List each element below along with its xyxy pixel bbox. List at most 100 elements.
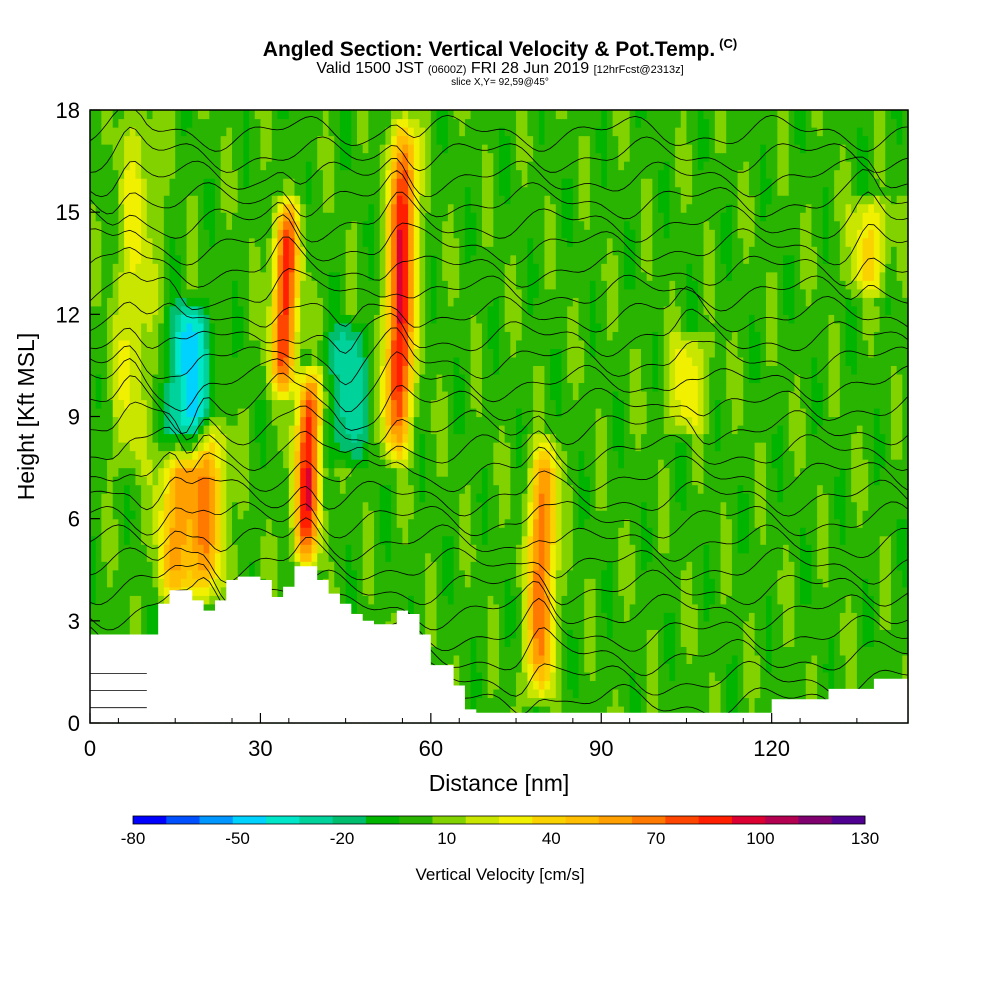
velocity-cell (447, 476, 455, 486)
velocity-cell (385, 425, 392, 435)
velocity-cell (828, 467, 835, 477)
velocity-cell (527, 484, 534, 494)
velocity-cell (220, 578, 227, 588)
velocity-cell (754, 612, 761, 622)
velocity-cell (828, 595, 835, 605)
velocity-cell (709, 697, 716, 707)
velocity-cell (544, 697, 551, 707)
velocity-cell (95, 501, 102, 511)
velocity-cell (834, 595, 841, 605)
velocity-cell (538, 552, 546, 562)
velocity-cell (129, 442, 137, 452)
velocity-cell (254, 459, 262, 469)
velocity-cell (243, 552, 250, 562)
velocity-cell (589, 476, 597, 486)
velocity-cell (368, 578, 375, 588)
velocity-cell (209, 518, 216, 528)
velocity-cell (868, 518, 875, 528)
velocity-cell (447, 561, 455, 571)
velocity-cell (186, 510, 193, 520)
velocity-cell (351, 603, 358, 613)
velocity-cell (800, 450, 807, 460)
velocity-cell (567, 561, 574, 571)
velocity-cell (368, 544, 375, 554)
velocity-cell (856, 561, 864, 571)
velocity-cell (845, 595, 852, 605)
velocity-cell (873, 663, 881, 673)
velocity-cell (851, 637, 858, 647)
velocity-cell (402, 603, 409, 613)
velocity-cell (186, 518, 193, 528)
velocity-cell (754, 603, 761, 613)
velocity-cell (527, 425, 534, 435)
velocity-cell (720, 561, 727, 571)
velocity-cell (538, 697, 546, 707)
velocity-cell (527, 527, 534, 537)
velocity-cell (141, 620, 148, 630)
velocity-cell (629, 527, 636, 537)
velocity-cell (124, 569, 131, 579)
velocity-cell (641, 442, 648, 452)
velocity-cell (652, 501, 659, 511)
velocity-cell (271, 467, 279, 477)
velocity-cell (550, 697, 557, 707)
velocity-cell (550, 637, 557, 647)
velocity-cell (686, 518, 693, 528)
velocity-cell (493, 646, 500, 656)
velocity-cell (521, 527, 528, 537)
velocity-cell (521, 493, 528, 503)
velocity-cell (112, 442, 119, 452)
velocity-cell (839, 629, 847, 639)
velocity-cell (618, 697, 625, 707)
velocity-cell (589, 705, 597, 716)
velocity-cell (845, 578, 852, 588)
velocity-cell (618, 671, 625, 682)
velocity-cell (425, 595, 432, 605)
velocity-cell (783, 433, 790, 443)
velocity-cell (714, 535, 722, 545)
velocity-cell (544, 646, 551, 656)
velocity-cell (544, 705, 551, 716)
velocity-cell (805, 561, 813, 571)
velocity-cell (658, 450, 665, 460)
velocity-cell (641, 671, 648, 682)
velocity-cell (606, 459, 614, 469)
velocity-cell (777, 586, 784, 596)
velocity-cell (754, 493, 761, 503)
velocity-cell (527, 552, 534, 562)
velocity-cell (214, 561, 222, 571)
velocity-cell (158, 484, 165, 494)
velocity-cell (481, 612, 489, 622)
velocity-cell (794, 476, 801, 486)
velocity-cell (521, 425, 528, 435)
velocity-cell (510, 646, 517, 656)
velocity-cell (646, 671, 653, 682)
velocity-cell (550, 433, 557, 443)
velocity-cell (328, 476, 335, 486)
velocity-cell (260, 518, 267, 528)
velocity-cell (328, 433, 335, 443)
velocity-cell (90, 484, 97, 494)
velocity-cell (277, 569, 284, 579)
velocity-cell (765, 518, 773, 528)
velocity-cell (118, 425, 125, 435)
velocity-cell (544, 527, 551, 537)
velocity-cell (300, 493, 307, 503)
velocity-cell (635, 450, 642, 460)
velocity-cell (146, 518, 154, 528)
velocity-cell (777, 629, 784, 639)
velocity-cell (175, 518, 182, 528)
velocity-cell (635, 637, 642, 647)
velocity-cell (890, 442, 898, 452)
velocity-cell (538, 425, 546, 435)
velocity-cell (697, 586, 705, 596)
velocity-cell (760, 578, 767, 588)
velocity-cell (294, 510, 301, 520)
velocity-cell (658, 637, 665, 647)
velocity-cell (817, 629, 824, 639)
velocity-cell (300, 527, 307, 537)
velocity-cell (442, 484, 449, 494)
velocity-cell (595, 688, 602, 699)
velocity-cell (623, 527, 631, 537)
velocity-cell (391, 425, 398, 435)
